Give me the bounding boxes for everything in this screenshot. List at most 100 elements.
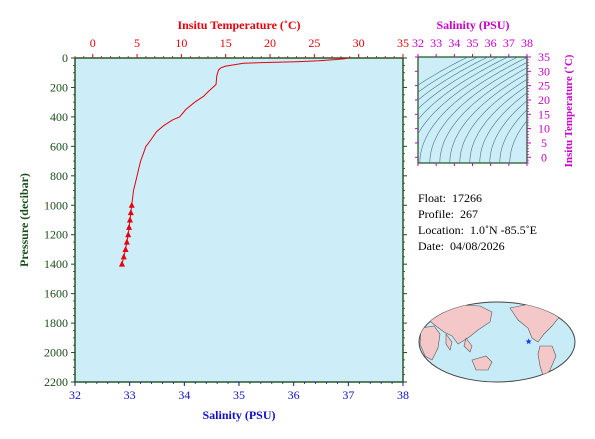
- ts-title: Salinity (PSU): [436, 18, 509, 32]
- ts-axis-ticks: [415, 54, 531, 166]
- location-row: Location: 1.0˚N -85.5˚E: [418, 222, 537, 238]
- ts-y-axis-label: Insitu Temperature (˚C): [563, 54, 575, 167]
- ts-x-tick-label: 36: [485, 36, 497, 50]
- density-contour: [499, 109, 527, 163]
- float-label: Float:: [418, 191, 447, 205]
- profile-row: Profile: 267: [418, 206, 537, 222]
- temperature-point: [123, 238, 130, 245]
- location-map: [418, 301, 576, 383]
- location-label: Location:: [418, 223, 464, 237]
- y-tick-label: 200: [50, 80, 68, 94]
- density-contour: [418, 57, 508, 120]
- top-tick-label: 10: [175, 36, 187, 50]
- ts-x-tick-label: 34: [448, 36, 460, 50]
- ts-y-tick-label: 30: [538, 64, 550, 78]
- top-tick-label: 15: [220, 36, 232, 50]
- top-tick-label: 35: [397, 36, 409, 50]
- top-tick-label: 25: [308, 36, 320, 50]
- temperature-point: [128, 201, 135, 208]
- ts-y-tick-label: 25: [538, 79, 550, 93]
- temperature-point: [126, 223, 133, 230]
- temperature-point: [126, 216, 133, 223]
- density-contour: [418, 57, 498, 110]
- density-contour: [469, 85, 527, 163]
- temperature-point: [127, 209, 134, 216]
- ts-x-tick-label: 37: [503, 36, 515, 50]
- bottom-tick-label: 35: [233, 388, 245, 402]
- float-location-star: [525, 338, 532, 345]
- australia-landmass: [471, 355, 493, 371]
- temperature-point: [120, 253, 127, 260]
- density-contours: [418, 57, 527, 163]
- density-contour: [459, 79, 527, 163]
- bottom-tick-label: 32: [69, 388, 81, 402]
- axis-ticks: [71, 54, 407, 386]
- float-row: Float: 17266: [418, 190, 537, 206]
- profile-label: Profile:: [418, 207, 454, 221]
- y-tick-label: 1600: [44, 287, 68, 301]
- density-contour: [479, 92, 527, 163]
- y-tick-label: 1400: [44, 257, 68, 271]
- temperature-point: [118, 260, 125, 267]
- ts-y-tick-label: 0: [541, 150, 547, 164]
- top-tick-label: 0: [90, 36, 96, 50]
- y-tick-label: 1200: [44, 228, 68, 242]
- date-label: Date:: [418, 239, 444, 253]
- density-contour: [489, 100, 527, 163]
- tick-labels: 0200400600800100012001400160018002000220…: [44, 36, 409, 402]
- location-value: 1.0˚N -85.5˚E: [469, 223, 537, 237]
- ts-y-tick-label: 15: [538, 107, 550, 121]
- temperature-profile: [118, 57, 349, 267]
- profile-plot: 0200400600800100012001400160018002000220…: [17, 18, 409, 422]
- y-tick-label: 400: [50, 110, 68, 124]
- top-tick-label: 5: [134, 36, 140, 50]
- density-contour: [429, 62, 527, 163]
- density-contour: [509, 120, 527, 163]
- density-contour: [418, 57, 488, 101]
- y-tick-label: 1800: [44, 316, 68, 330]
- density-contour: [419, 57, 527, 163]
- y-tick-label: 0: [62, 51, 68, 65]
- date-row: Date: 04/08/2026: [418, 238, 537, 254]
- y-tick-label: 1000: [44, 198, 68, 212]
- y-axis-label: Pressure (decibar): [17, 173, 31, 267]
- africa-landmass: [419, 325, 441, 361]
- plot-area: [74, 57, 404, 383]
- greenland-landmass: [557, 303, 571, 315]
- density-contour: [439, 67, 527, 163]
- density-contour: [418, 57, 518, 135]
- ts-x-tick-label: 35: [467, 36, 479, 50]
- density-contour: [418, 57, 468, 86]
- bottom-tick-label: 38: [397, 388, 409, 402]
- bottom-tick-label: 33: [124, 388, 136, 402]
- ts-y-tick-label: 10: [538, 122, 550, 136]
- float-info-panel: Float: 17266 Profile: 267 Location: 1.0˚N -…: [418, 190, 537, 254]
- ts-x-tick-label: 38: [521, 36, 533, 50]
- bottom-tick-label: 37: [342, 388, 354, 402]
- density-contour: [449, 73, 527, 163]
- profile-value: 267: [460, 207, 478, 221]
- temperature-point: [125, 231, 132, 238]
- ts-y-tick-label: 35: [538, 50, 550, 64]
- top-tick-label: 20: [264, 36, 276, 50]
- bottom-tick-label: 36: [288, 388, 300, 402]
- south-asia-landmass: [445, 333, 453, 351]
- temperature-point: [122, 245, 129, 252]
- ts-y-tick-label: 20: [538, 93, 550, 107]
- y-tick-label: 2000: [44, 346, 68, 360]
- bottom-axis-label: Salinity (PSU): [202, 408, 275, 422]
- ts-x-tick-label: 32: [412, 36, 424, 50]
- float-value: 17266: [452, 191, 483, 205]
- y-tick-label: 800: [50, 169, 68, 183]
- ts-x-tick-label: 33: [430, 36, 442, 50]
- density-contour: [418, 57, 478, 93]
- bottom-tick-label: 34: [178, 388, 190, 402]
- y-tick-label: 2200: [44, 375, 68, 389]
- float-location-marker: [525, 338, 532, 345]
- y-tick-label: 600: [50, 139, 68, 153]
- top-tick-label: 30: [353, 36, 365, 50]
- southeast-asia-landmass: [463, 337, 473, 353]
